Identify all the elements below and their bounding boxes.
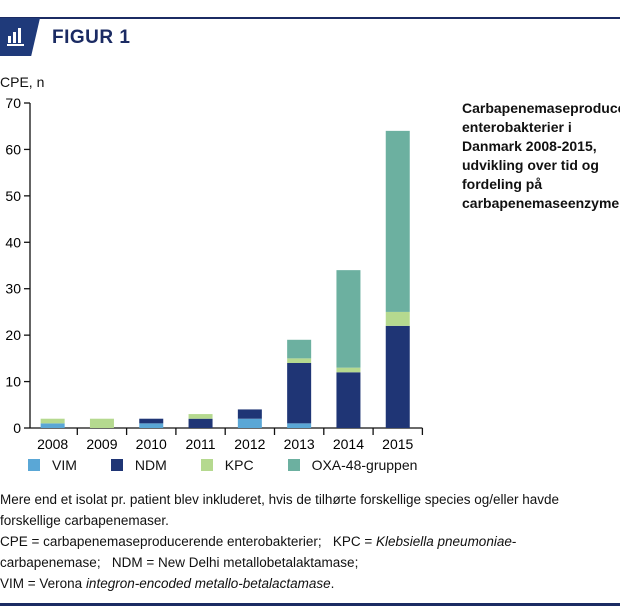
- legend-swatch: [110, 459, 123, 471]
- bar-chart-icon: [7, 28, 24, 46]
- legend-item: KPC: [200, 457, 254, 473]
- figure-title: FIGUR 1: [52, 27, 131, 48]
- legend-item: NDM: [110, 457, 167, 473]
- legend-item: VIM: [28, 457, 77, 473]
- x-tick-label: 2014: [333, 436, 364, 452]
- bar-ndm-2014: [336, 372, 361, 428]
- x-tick-label: 2009: [86, 436, 117, 452]
- bar-ndm-2012: [237, 409, 262, 419]
- y-tick-label: 20: [5, 327, 21, 343]
- x-tick-label: 2010: [136, 436, 167, 452]
- bar-vim-2013: [287, 423, 312, 428]
- x-tick-label: 2015: [382, 436, 413, 452]
- legend-label: OXA-48-gruppen: [311, 457, 418, 473]
- bar-vim-2008: [40, 423, 65, 428]
- bottom-rule: [0, 603, 620, 606]
- legend-item: OXA-48-gruppen: [287, 457, 418, 473]
- legend-swatch: [28, 459, 40, 471]
- bar-ndm-2011: [188, 418, 213, 428]
- stacked-bar-chart: 0 10 20 30 40 50 60 70 2008 2009 2010 2011 2012 2013 2…: [5, 95, 424, 452]
- y-axis-label: CPE, n: [0, 74, 45, 90]
- legend-swatch: [287, 459, 300, 471]
- legend: VIM NDM KPC OXA-48-gruppen: [28, 457, 451, 473]
- y-tick-label: 0: [13, 420, 21, 436]
- bar-oxa-48-gruppen-2014: [336, 270, 361, 368]
- y-tick-label: 70: [5, 95, 21, 111]
- x-tick-label: 2012: [234, 436, 265, 452]
- bar-oxa-48-gruppen-2013: [287, 339, 312, 359]
- legend-label: KPC: [224, 457, 254, 473]
- y-tick-label: 40: [5, 234, 21, 250]
- x-tick-label: 2008: [37, 436, 68, 452]
- bar-vim-2010: [139, 423, 164, 428]
- bar-vim-2012: [237, 418, 262, 428]
- bar-kpc-2013: [287, 358, 312, 363]
- figure-caption: Carbapenemaseproducerende enterobakterie…: [462, 100, 620, 211]
- y-tick-label: 60: [5, 141, 21, 157]
- y-tick-label: 30: [5, 281, 21, 297]
- bar-kpc-2011: [188, 414, 213, 419]
- bar-kpc-2014: [336, 367, 361, 373]
- note-abbreviations: CPE = carbapenemaseproducerende enteroba…: [0, 534, 517, 591]
- x-tick-label: 2011: [185, 436, 215, 452]
- bar-oxa-48-gruppen-2015: [385, 130, 410, 312]
- y-tick-label: 10: [5, 374, 21, 390]
- bar-kpc-2009: [89, 418, 114, 428]
- figure-notes: Mere end et isolat pr. patient blev inkl…: [0, 489, 620, 594]
- legend-label: NDM: [134, 457, 167, 473]
- x-tick-label: 2013: [284, 436, 315, 452]
- top-rule: [0, 17, 620, 19]
- bar-kpc-2008: [40, 418, 65, 424]
- bar-kpc-2015: [385, 311, 410, 326]
- note-inclusion: Mere end et isolat pr. patient blev inkl…: [0, 492, 560, 528]
- legend-swatch: [200, 459, 213, 471]
- bar-ndm-2013: [287, 363, 312, 424]
- y-tick-label: 50: [5, 188, 21, 204]
- legend-label: VIM: [52, 457, 77, 473]
- figure-badge: [0, 18, 40, 56]
- bar-ndm-2010: [139, 418, 164, 424]
- bar-ndm-2015: [385, 325, 410, 428]
